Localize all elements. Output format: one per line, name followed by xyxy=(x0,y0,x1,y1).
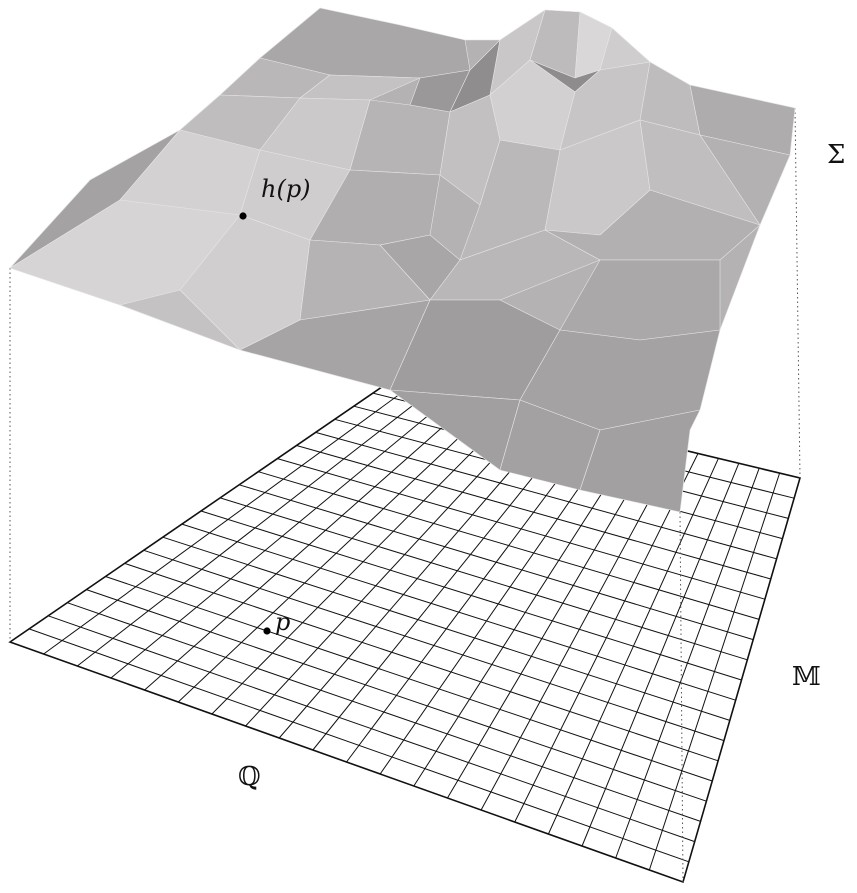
label-m: 𝕄 xyxy=(792,662,821,692)
grid-line xyxy=(480,448,679,811)
base-grid xyxy=(28,384,795,871)
grid-line xyxy=(615,468,760,859)
grid-line xyxy=(547,458,719,835)
guide-lines xyxy=(9,107,801,883)
label-q: ℚ xyxy=(238,762,261,792)
surface-facet xyxy=(439,94,501,206)
label-sigma: Σ xyxy=(827,140,845,170)
grid-line xyxy=(379,433,617,775)
guide-line-right xyxy=(794,107,801,479)
label-p: p xyxy=(275,608,290,636)
grid-line xyxy=(258,471,760,620)
point-p-marker xyxy=(263,627,271,635)
base-plane xyxy=(8,379,802,884)
guide-line-front xyxy=(679,511,684,883)
grid-line xyxy=(219,497,748,661)
surface-sigma xyxy=(9,7,796,513)
surface-facet xyxy=(579,409,701,513)
grid-line xyxy=(581,463,740,847)
grid-line xyxy=(315,431,777,560)
grid-line xyxy=(648,472,781,871)
surface-facet xyxy=(119,289,241,351)
label-h-p: h(p) xyxy=(261,175,311,203)
surface-facet xyxy=(699,134,791,226)
grid-line xyxy=(514,453,699,823)
grid-line xyxy=(447,443,658,799)
base-plane-fill xyxy=(10,380,800,882)
grid-line xyxy=(239,484,754,641)
surface-facet xyxy=(429,229,601,301)
point-h-p-marker xyxy=(239,212,247,220)
grid-line xyxy=(413,438,638,787)
grid-line xyxy=(277,458,766,600)
grid-line xyxy=(200,510,742,681)
grid-line xyxy=(296,445,771,580)
